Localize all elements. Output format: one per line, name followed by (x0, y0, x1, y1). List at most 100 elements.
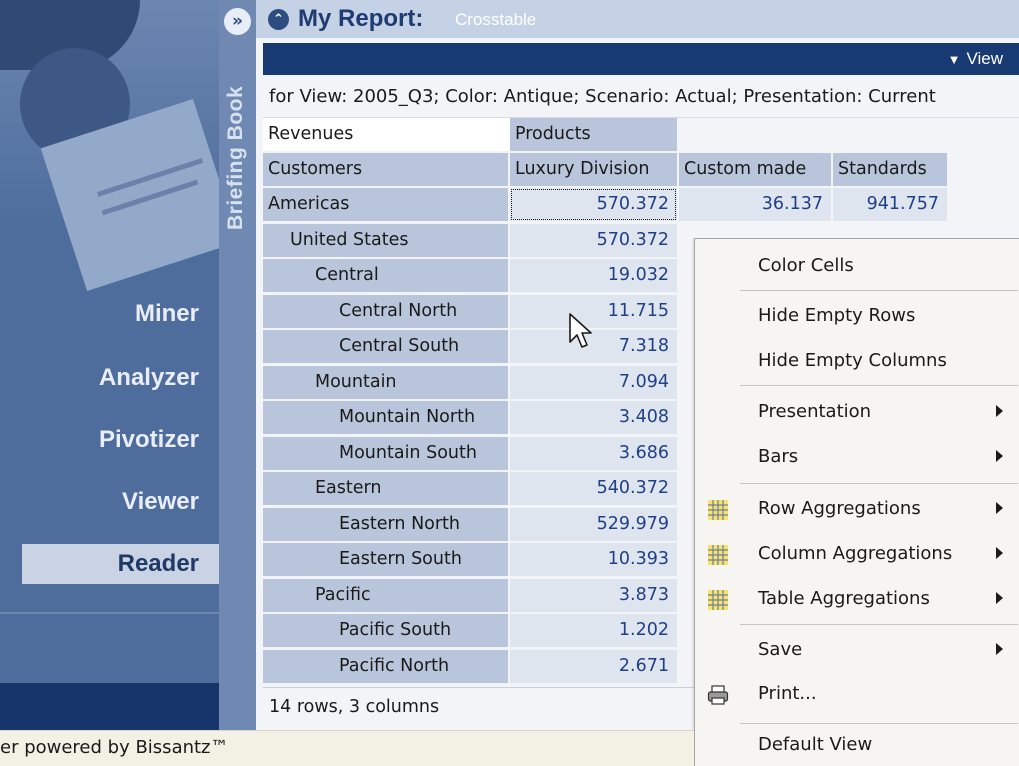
nav-item-analyzer[interactable]: Analyzer (98, 364, 199, 391)
nav-bottom-band (0, 683, 219, 730)
value-cell[interactable]: 3.686 (510, 437, 677, 470)
view-menu-label: View (966, 49, 1003, 68)
collapse-report-icon[interactable]: ⌃ (268, 9, 289, 30)
menu-item-label: Print... (758, 683, 817, 704)
row-header[interactable]: Eastern South (263, 543, 508, 576)
report-title: My Report: (298, 5, 424, 32)
nav-item-miner[interactable]: Miner (134, 300, 199, 327)
value-cell[interactable]: 570.372 (510, 224, 677, 257)
submenu-arrow-icon (996, 547, 1003, 559)
column-header[interactable]: Standards (833, 153, 947, 186)
menu-item-row-aggregations[interactable]: Row Aggregations (695, 490, 1019, 530)
column-dimension-header[interactable]: Products (510, 118, 677, 151)
menu-item-save[interactable]: Save (695, 631, 1019, 671)
menu-item-hide-empty-rows[interactable]: Hide Empty Rows (695, 297, 1019, 337)
report-title-bar: ⌃ My Report: Crosstable (256, 0, 1019, 38)
submenu-arrow-icon (996, 405, 1003, 417)
row-dimension-header[interactable]: Customers (263, 153, 508, 186)
value-cell[interactable]: 941.757 (833, 188, 947, 221)
value-cell[interactable]: 3.408 (510, 401, 677, 434)
submenu-arrow-icon (996, 592, 1003, 604)
view-menu-button[interactable]: ▼ View (948, 49, 1003, 69)
row-header[interactable]: Eastern (263, 472, 508, 505)
column-header[interactable]: Custom made (679, 153, 831, 186)
nav-item-pivotizer[interactable]: Pivotizer (98, 426, 199, 453)
menu-item-label: Save (758, 639, 803, 660)
menu-item-label: Row Aggregations (758, 498, 921, 519)
report-divider (263, 117, 1019, 118)
row-column-count: 14 rows, 3 columns (269, 697, 440, 717)
submenu-arrow-icon (996, 643, 1003, 655)
measure-label: Revenues (263, 118, 510, 151)
grid-icon (707, 544, 729, 566)
value-cell[interactable]: 11.715 (510, 295, 677, 328)
menu-item-default-view[interactable]: Default View (695, 726, 1019, 766)
row-header[interactable]: Mountain South (263, 437, 508, 470)
row-header[interactable]: Mountain North (263, 401, 508, 434)
row-header[interactable]: Americas (263, 188, 508, 221)
view-bar: ▼ View (263, 43, 1019, 75)
menu-item-label: Color Cells (758, 255, 854, 276)
row-header[interactable]: Pacific (263, 579, 508, 612)
row-header[interactable]: Central South (263, 330, 508, 363)
value-cell[interactable]: 529.979 (510, 508, 677, 541)
value-cell[interactable]: 10.393 (510, 543, 677, 576)
menu-separator (740, 624, 1018, 625)
menu-item-presentation[interactable]: Presentation (695, 393, 1019, 433)
row-header[interactable]: Central (263, 259, 508, 292)
value-cell[interactable]: 1.202 (510, 614, 677, 647)
menu-separator (740, 483, 1018, 484)
menu-item-bars[interactable]: Bars (695, 438, 1019, 478)
menu-item-label: Hide Empty Rows (758, 305, 916, 326)
dropdown-triangle-icon: ▼ (947, 52, 961, 67)
row-header[interactable]: Pacific South (263, 614, 508, 647)
menu-item-column-aggregations[interactable]: Column Aggregations (695, 535, 1019, 575)
value-cell[interactable]: 7.318 (510, 330, 677, 363)
menu-item-hide-empty-columns[interactable]: Hide Empty Columns (695, 342, 1019, 382)
value-cell[interactable]: 36.137 (679, 188, 831, 221)
view-filter-description: for View: 2005_Q3; Color: Antique; Scena… (269, 86, 936, 107)
menu-item-label: Table Aggregations (758, 588, 930, 609)
footer-credit: er powered by Bissantz™ (0, 737, 229, 758)
value-cell[interactable]: 2.671 (510, 650, 677, 683)
menu-item-label: Presentation (758, 401, 872, 422)
menu-item-label: Default View (758, 734, 873, 755)
row-header[interactable]: United States (263, 224, 508, 257)
column-header[interactable]: Luxury Division (510, 153, 677, 186)
left-nav-panel: Miner Analyzer Pivotizer Viewer Reader (0, 0, 219, 730)
row-header[interactable]: Pacific North (263, 650, 508, 683)
value-cell[interactable]: 3.873 (510, 579, 677, 612)
hero-image (0, 0, 219, 292)
value-cell[interactable]: 540.372 (510, 472, 677, 505)
grid-icon (707, 499, 729, 521)
menu-item-label: Hide Empty Columns (758, 350, 947, 371)
menu-item-label: Bars (758, 446, 799, 467)
value-cell[interactable]: 7.094 (510, 366, 677, 399)
expand-briefing-book-icon[interactable]: » (224, 8, 251, 35)
menu-separator (740, 723, 1018, 724)
menu-item-table-aggregations[interactable]: Table Aggregations (695, 580, 1019, 620)
submenu-arrow-icon (996, 502, 1003, 514)
row-header[interactable]: Mountain (263, 366, 508, 399)
footer-bar: er powered by Bissantz™ (0, 730, 694, 766)
mouse-cursor-icon (569, 313, 592, 348)
status-divider (263, 687, 703, 688)
context-menu: Color Cells Hide Empty Rows Hide Empty Col… (694, 238, 1019, 766)
row-header[interactable]: Eastern North (263, 508, 508, 541)
submenu-arrow-icon (996, 450, 1003, 462)
briefing-book-strip: » Briefing Book (219, 0, 256, 730)
menu-item-label: Column Aggregations (758, 543, 953, 564)
nav-item-viewer[interactable]: Viewer (122, 488, 199, 515)
value-cell[interactable]: 19.032 (510, 259, 677, 292)
menu-item-color-cells[interactable]: Color Cells (695, 247, 1019, 287)
printer-icon (707, 684, 729, 706)
value-cell[interactable]: 570.372 (510, 188, 677, 221)
nav-divider (0, 612, 219, 614)
nav-item-reader[interactable]: Reader (117, 550, 199, 577)
menu-item-print[interactable]: Print... (695, 675, 1019, 715)
nav-item-reader-highlight (22, 544, 219, 584)
menu-separator (740, 385, 1018, 386)
row-header[interactable]: Central North (263, 295, 508, 328)
grid-icon (707, 589, 729, 611)
report-subtitle: Crosstable (455, 10, 537, 29)
